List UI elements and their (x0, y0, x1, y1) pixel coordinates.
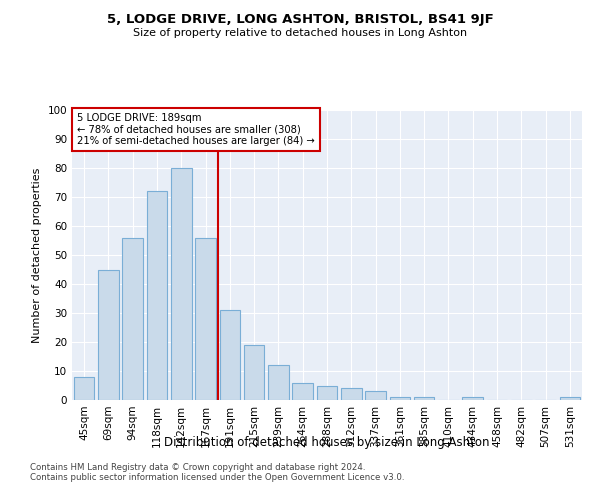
Bar (122, 238, 143, 400)
Y-axis label: Number of detached properties: Number of detached properties (32, 168, 42, 342)
Bar (365, 392, 386, 400)
Text: Distribution of detached houses by size in Long Ashton: Distribution of detached houses by size … (164, 436, 490, 449)
Bar (268, 365, 289, 400)
Bar (414, 397, 434, 400)
Text: 5, LODGE DRIVE, LONG ASHTON, BRISTOL, BS41 9JF: 5, LODGE DRIVE, LONG ASHTON, BRISTOL, BS… (107, 12, 493, 26)
Bar (98, 270, 119, 400)
Text: Contains HM Land Registry data © Crown copyright and database right 2024.: Contains HM Land Registry data © Crown c… (30, 464, 365, 472)
Text: 5 LODGE DRIVE: 189sqm
← 78% of detached houses are smaller (308)
21% of semi-det: 5 LODGE DRIVE: 189sqm ← 78% of detached … (77, 113, 315, 146)
Bar (341, 388, 362, 400)
Bar (463, 397, 483, 400)
Bar (195, 238, 216, 400)
Bar (74, 377, 94, 400)
Bar (146, 191, 167, 400)
Text: Contains public sector information licensed under the Open Government Licence v3: Contains public sector information licen… (30, 474, 404, 482)
Bar (244, 345, 265, 400)
Text: Size of property relative to detached houses in Long Ashton: Size of property relative to detached ho… (133, 28, 467, 38)
Bar (292, 382, 313, 400)
Bar (560, 397, 580, 400)
Bar (220, 310, 240, 400)
Bar (389, 397, 410, 400)
Bar (317, 386, 337, 400)
Bar (171, 168, 191, 400)
